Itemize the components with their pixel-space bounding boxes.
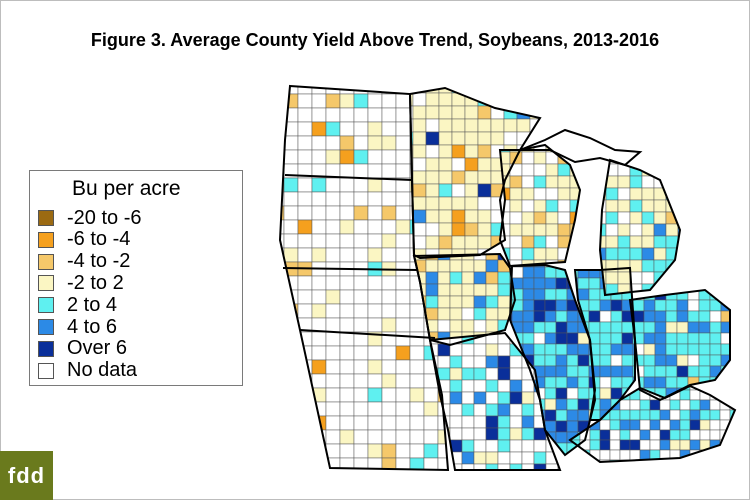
- border-sd-ne: [282, 267, 419, 271]
- legend-swatch: [38, 319, 54, 335]
- legend-title: Bu per acre: [72, 177, 181, 200]
- legend-item: -20 to -6: [38, 207, 141, 229]
- state-wisconsin: [498, 143, 582, 268]
- state-iowa: [412, 252, 517, 347]
- state-michigan-lower: [598, 158, 682, 297]
- border-nd-sd: [284, 174, 413, 181]
- legend-item: -2 to 2: [38, 272, 124, 294]
- legend-label: -20 to -6: [67, 206, 142, 229]
- legend-item: 2 to 4: [38, 294, 117, 316]
- legend-label: -2 to 2: [67, 271, 124, 294]
- legend-swatch: [38, 340, 54, 357]
- state-illinois: [508, 263, 597, 457]
- legend-label: 4 to 6: [67, 315, 118, 338]
- legend-item: Over 6: [38, 337, 128, 360]
- state-michigan-upper: [519, 128, 643, 167]
- legend-label: No data: [67, 359, 138, 382]
- legend-label: -4 to -2: [67, 250, 131, 273]
- legend-item: No data: [38, 359, 138, 382]
- border-ne-ks: [299, 329, 436, 339]
- legend-item: -6 to -4: [38, 228, 131, 251]
- legend-label: Over 6: [67, 337, 128, 360]
- state-kentucky: [568, 384, 737, 464]
- legend-swatch: [38, 231, 54, 248]
- legend-item: 4 to 6: [38, 316, 117, 338]
- state-borders: [278, 84, 737, 472]
- legend: Bu per acre -20 to -6 -6 to -4 -4 to -2 -2 …: [29, 170, 243, 386]
- legend-label: -6 to -4: [67, 228, 131, 251]
- legend-label: 2 to 4: [67, 293, 118, 316]
- legend-item: -4 to -2: [38, 250, 131, 273]
- state-ohio: [628, 288, 731, 402]
- figure-title: Figure 3. Average County Yield Above Tre…: [90, 30, 660, 50]
- legend-swatch: [38, 362, 54, 379]
- fdd-logo: fdd: [0, 451, 53, 500]
- legend-swatch: [38, 253, 54, 270]
- legend-swatch: [38, 210, 54, 226]
- legend-swatch: [38, 297, 54, 314]
- state-missouri: [428, 331, 562, 471]
- legend-swatch: [38, 275, 54, 292]
